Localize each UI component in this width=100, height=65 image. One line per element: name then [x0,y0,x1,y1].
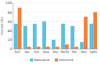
bar [37,47,41,49]
bar [23,26,27,49]
bar [80,42,84,49]
y-axis-label: Percent (%) [0,17,4,34]
grid-line [13,12,98,13]
chart-svg: 0 20 40 60 80 100 Percent (%) BeT Abi Gbl Koa BoyMe… [0,0,100,65]
bar [14,24,18,49]
y-tick-label: 60 [8,20,12,24]
x-tick-label: Boy [53,50,59,54]
x-tick-label: MeTrk [61,50,70,54]
y-tick-label: 100 [5,1,12,5]
bar [65,44,69,49]
bar [90,24,94,49]
bar [27,47,31,49]
x-tick-label: Koa [43,50,49,54]
x-tick-label: Rlk [72,50,77,54]
bar [18,8,22,49]
x-tick-label: Gbl [34,50,39,54]
y-tick-label: 80 [8,11,12,15]
bar [74,47,78,49]
y-tick-label: 20 [8,38,12,42]
bar [56,47,60,49]
legend-swatch [55,59,58,62]
legend-label: Naturalnie [34,58,50,62]
chart: 0 20 40 60 80 100 Percent (%) BeT Abi Gbl Koa BoyMe… [0,0,100,65]
x-tick-label: BeT [15,50,21,54]
bar [42,21,46,49]
y-axis [13,3,14,49]
bar [71,26,75,49]
y-tick-label: 0 [10,47,12,51]
x-tick-label: SpRt [90,50,98,54]
bars [14,8,97,49]
x-tick-label: Abi [25,50,30,54]
grid-line [13,3,98,4]
legend-label: Sztucznie [59,58,74,62]
bar [93,12,97,49]
bar [61,24,65,49]
bar [46,47,50,49]
x-tick-label: Bell [81,50,87,54]
bar [33,24,37,49]
legend-swatch [30,59,33,62]
bar [52,40,56,49]
bar [84,17,88,49]
y-tick-label: 40 [8,29,12,33]
